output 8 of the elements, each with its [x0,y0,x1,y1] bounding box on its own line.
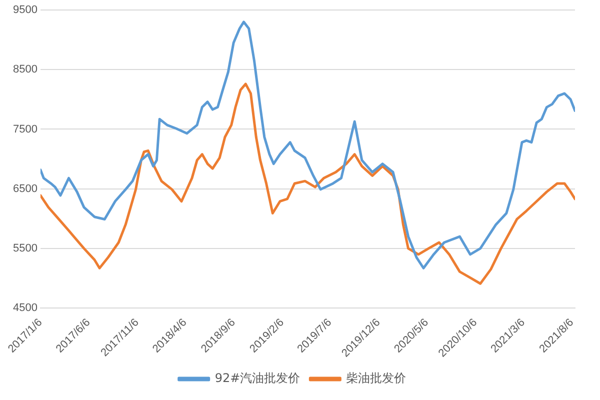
y-tick-label: 9500 [12,4,38,16]
y-tick-label: 7500 [12,123,38,136]
y-tick-label: 4500 [12,302,38,314]
legend-label: 柴油批发价 [346,371,406,386]
y-tick-label: 8500 [12,64,38,76]
y-tick-label: 6500 [12,182,38,195]
legend-label: 92#汽油批发价 [214,371,300,386]
y-tick-label: 5500 [12,242,38,254]
